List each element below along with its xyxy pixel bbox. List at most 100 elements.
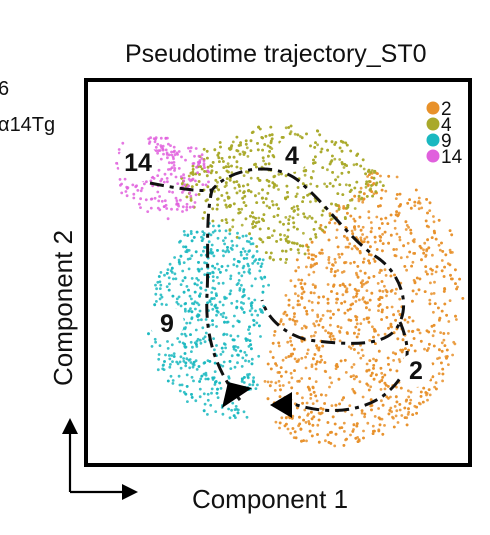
point-cluster-2 bbox=[312, 390, 316, 394]
point-cluster-9 bbox=[200, 267, 204, 271]
point-cluster-2 bbox=[280, 374, 283, 378]
legend-swatch-14 bbox=[426, 149, 440, 163]
point-cluster-2 bbox=[415, 411, 418, 415]
point-cluster-9 bbox=[159, 293, 163, 297]
point-cluster-9 bbox=[248, 271, 252, 275]
point-cluster-2 bbox=[434, 270, 438, 274]
point-cluster-2 bbox=[438, 348, 441, 352]
point-cluster-4 bbox=[342, 166, 346, 169]
point-cluster-2 bbox=[317, 323, 321, 327]
point-cluster-2 bbox=[356, 275, 360, 279]
point-cluster-2 bbox=[421, 400, 425, 404]
point-cluster-2 bbox=[323, 402, 326, 405]
point-cluster-4 bbox=[296, 207, 300, 211]
point-cluster-2 bbox=[380, 310, 384, 314]
point-cluster-9 bbox=[200, 318, 203, 322]
point-cluster-2 bbox=[359, 281, 363, 285]
point-cluster-9 bbox=[202, 249, 205, 253]
point-cluster-9 bbox=[218, 229, 222, 233]
point-cluster-2 bbox=[271, 341, 275, 345]
point-cluster-2 bbox=[287, 355, 291, 358]
point-cluster-2 bbox=[340, 398, 344, 402]
point-cluster-4 bbox=[253, 224, 257, 228]
points-layer bbox=[115, 124, 465, 448]
point-cluster-2 bbox=[353, 391, 357, 395]
point-cluster-2 bbox=[413, 200, 417, 204]
point-cluster-14 bbox=[167, 168, 170, 171]
point-cluster-2 bbox=[377, 298, 381, 301]
point-cluster-14 bbox=[132, 192, 136, 196]
point-cluster-4 bbox=[218, 160, 221, 164]
point-cluster-2 bbox=[377, 407, 380, 410]
point-cluster-2 bbox=[430, 272, 434, 276]
point-cluster-4 bbox=[292, 221, 296, 225]
point-cluster-4 bbox=[295, 242, 299, 246]
point-cluster-2 bbox=[423, 347, 426, 351]
point-cluster-9 bbox=[206, 301, 210, 305]
point-cluster-2 bbox=[316, 301, 320, 305]
point-cluster-2 bbox=[444, 253, 448, 257]
point-cluster-4 bbox=[331, 184, 335, 188]
point-cluster-9 bbox=[237, 279, 241, 282]
point-cluster-14 bbox=[204, 183, 208, 187]
point-cluster-2 bbox=[278, 395, 282, 398]
point-cluster-14 bbox=[187, 146, 190, 150]
point-cluster-2 bbox=[395, 400, 399, 404]
point-cluster-2 bbox=[354, 436, 358, 440]
point-cluster-14 bbox=[206, 169, 210, 173]
point-cluster-4 bbox=[331, 154, 334, 158]
point-cluster-14 bbox=[163, 199, 167, 203]
point-cluster-2 bbox=[318, 360, 322, 364]
point-cluster-2 bbox=[334, 403, 338, 407]
point-cluster-14 bbox=[180, 155, 183, 159]
point-cluster-9 bbox=[211, 323, 215, 327]
point-cluster-2 bbox=[442, 290, 446, 293]
point-cluster-9 bbox=[224, 346, 228, 350]
point-cluster-2 bbox=[372, 429, 375, 433]
point-cluster-4 bbox=[235, 165, 239, 169]
point-cluster-9 bbox=[227, 407, 231, 411]
point-cluster-2 bbox=[285, 422, 288, 426]
point-cluster-4 bbox=[189, 198, 193, 202]
point-cluster-2 bbox=[299, 282, 303, 285]
point-cluster-2 bbox=[366, 175, 369, 178]
point-cluster-14 bbox=[146, 210, 150, 214]
point-cluster-14 bbox=[152, 177, 156, 180]
point-cluster-4 bbox=[329, 160, 333, 164]
point-cluster-2 bbox=[370, 404, 374, 407]
point-cluster-2 bbox=[409, 398, 413, 402]
point-cluster-2 bbox=[351, 430, 355, 433]
point-cluster-2 bbox=[407, 389, 410, 393]
point-cluster-14 bbox=[189, 194, 193, 198]
arrowhead-down bbox=[222, 382, 252, 408]
point-cluster-2 bbox=[352, 363, 356, 366]
point-cluster-2 bbox=[291, 414, 295, 418]
point-cluster-2 bbox=[400, 414, 404, 417]
point-cluster-2 bbox=[422, 251, 426, 255]
point-cluster-2 bbox=[332, 284, 335, 288]
point-cluster-4 bbox=[262, 159, 265, 163]
point-cluster-9 bbox=[218, 300, 222, 304]
point-cluster-4 bbox=[301, 182, 305, 186]
point-cluster-9 bbox=[259, 335, 262, 338]
point-cluster-2 bbox=[349, 375, 353, 378]
point-cluster-4 bbox=[258, 227, 262, 231]
point-cluster-2 bbox=[333, 257, 337, 261]
point-cluster-4 bbox=[247, 189, 251, 192]
point-cluster-2 bbox=[336, 245, 340, 249]
point-cluster-4 bbox=[235, 180, 239, 184]
point-cluster-2 bbox=[374, 329, 377, 333]
point-cluster-4 bbox=[218, 141, 222, 144]
point-cluster-2 bbox=[427, 347, 430, 350]
point-cluster-2 bbox=[392, 248, 396, 251]
point-cluster-2 bbox=[433, 329, 436, 333]
point-cluster-9 bbox=[219, 353, 223, 356]
point-cluster-2 bbox=[365, 316, 369, 320]
point-cluster-14 bbox=[167, 142, 170, 146]
point-cluster-2 bbox=[317, 418, 321, 422]
point-cluster-2 bbox=[398, 408, 402, 412]
point-cluster-4 bbox=[283, 234, 286, 237]
point-cluster-9 bbox=[242, 288, 246, 292]
point-cluster-9 bbox=[222, 333, 226, 337]
